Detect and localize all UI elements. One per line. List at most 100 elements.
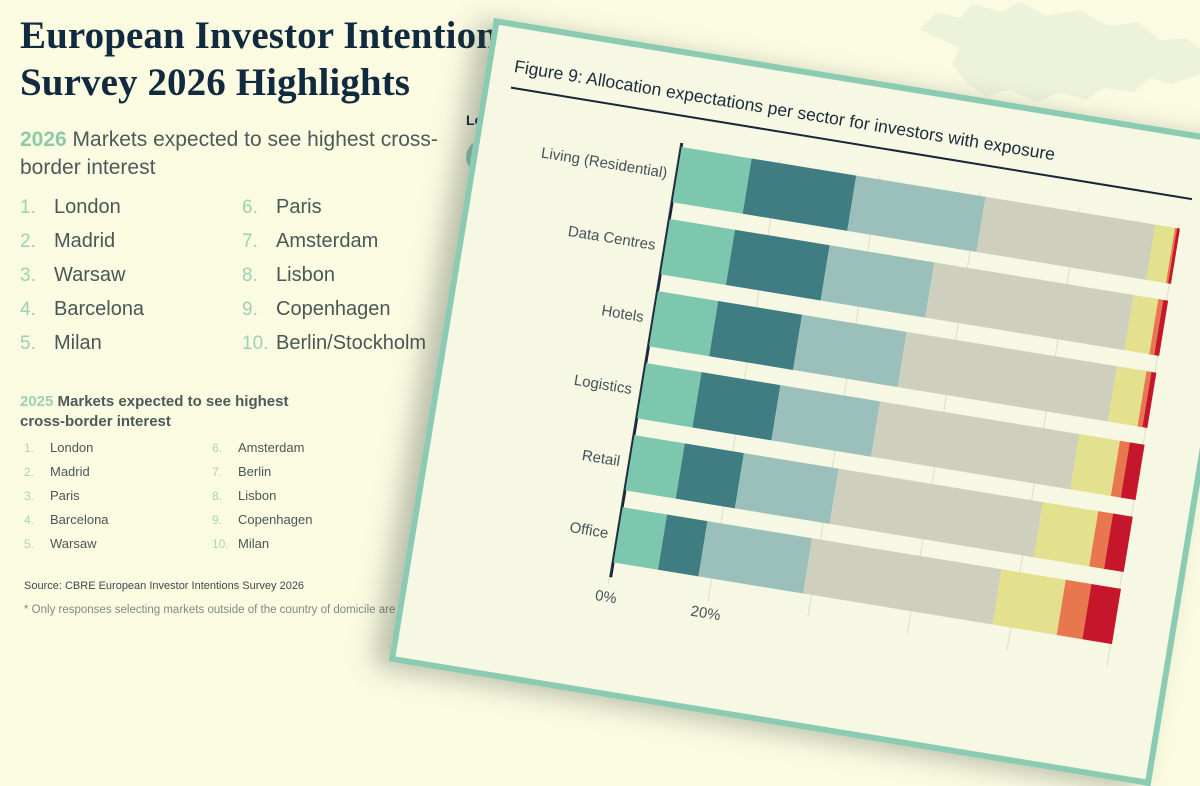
x-tick-label: 0% <box>593 587 618 608</box>
bar-segment <box>829 468 1044 558</box>
rank-city: Madrid <box>54 230 116 252</box>
rank-number: 6. <box>242 197 258 218</box>
bar-category-label: Retail <box>580 446 622 470</box>
rank-number: 8. <box>242 265 258 286</box>
bar-segment <box>820 245 934 318</box>
bar-segment <box>771 385 881 457</box>
rank-city: Berlin <box>238 464 272 479</box>
bar-category-label: Logistics <box>572 371 634 398</box>
rank-city: Lisbon <box>276 264 335 286</box>
rank-number: 5. <box>24 537 35 551</box>
list-item: 2. Madrid <box>20 230 238 264</box>
page-title: European Investor Intentions Survey 2026… <box>20 14 514 104</box>
list-item: 4. Barcelona <box>20 298 238 332</box>
bar-segment <box>648 291 718 357</box>
ranking-list-2026: 1. London 6. Paris 2. Madrid 7. Amsterdam 3.… <box>20 196 460 366</box>
rank-city: Madrid <box>50 464 90 479</box>
bar-segment <box>672 147 752 214</box>
bar-segment <box>898 331 1117 422</box>
rank-number: 5. <box>20 333 36 354</box>
ranking-list-2025: 1. London 6. Amsterdam 2. Madrid 7. Berlin 3… <box>24 440 394 560</box>
rank-city: Paris <box>50 488 80 503</box>
rank-city: Warsaw <box>54 264 126 286</box>
rank-city: Berlin/Stockholm <box>276 332 427 354</box>
chart-card: Figure 9: Allocation expectations per se… <box>388 18 1200 786</box>
rank-number: 3. <box>20 265 36 286</box>
rank-number: 2. <box>24 465 35 479</box>
list-item: 10. Berlin/Stockholm <box>242 332 460 366</box>
list-item: 7. Berlin <box>212 464 394 488</box>
bar-segment <box>871 401 1080 490</box>
x-tick-label: 20% <box>689 602 722 625</box>
rank-number: 9. <box>212 513 223 527</box>
bar-category-label: Data Centres <box>566 222 657 254</box>
rank-number: 3. <box>24 489 35 503</box>
rank-number: 6. <box>212 441 223 455</box>
rank-city: Copenhagen <box>276 298 391 320</box>
list-item: 6. Amsterdam <box>212 440 394 464</box>
bar-segment <box>742 158 857 231</box>
bar-segment <box>698 521 812 594</box>
rank-city: Lisbon <box>238 488 277 503</box>
lede-2025: 2025 Markets expected to see highest cro… <box>20 392 320 432</box>
rank-city: London <box>50 440 94 455</box>
lede-2025-year: 2025 <box>20 393 54 410</box>
list-item: 7. Amsterdam <box>242 230 460 264</box>
bar-segment <box>793 314 908 388</box>
bar-segment <box>625 435 685 499</box>
bar-segment <box>675 443 745 509</box>
rank-number: 8. <box>212 489 223 503</box>
source-text: Source: CBRE European Investor Intention… <box>24 580 305 592</box>
list-item: 10. Milan <box>212 536 394 560</box>
lede-2026-year: 2026 <box>20 128 67 151</box>
list-item: 5. Milan <box>20 332 238 366</box>
list-item: 6. Paris <box>242 196 460 230</box>
bar-segment <box>725 229 830 301</box>
list-item: 1. London <box>20 196 238 230</box>
bar-category-label: Office <box>568 518 610 542</box>
bar-segment <box>691 372 781 441</box>
bar-segment <box>637 363 702 428</box>
bar-segment <box>660 219 735 285</box>
list-item: 3. Warsaw <box>20 264 238 298</box>
rank-number: 10. <box>212 537 229 551</box>
list-item: 8. Lisbon <box>242 264 460 298</box>
bar-segment <box>708 300 803 371</box>
lede-2026: 2026 Markets expected to see highest cro… <box>20 126 440 182</box>
bar-segment <box>802 538 1002 625</box>
rank-number: 1. <box>24 441 35 455</box>
rank-city: Barcelona <box>50 512 109 527</box>
list-item: 9. Copenhagen <box>242 298 460 332</box>
stacked-bar-chart: Living (Residential) Data Centres Hotels Lo… <box>431 114 1198 691</box>
lede-2025-text: Markets expected to see highest cross-bo… <box>20 393 289 430</box>
rank-number: 7. <box>242 231 258 252</box>
rank-number: 10. <box>242 333 269 354</box>
list-item: 3. Paris <box>24 488 206 512</box>
list-item: 1. London <box>24 440 206 464</box>
rank-number: 4. <box>20 299 36 320</box>
rank-city: Barcelona <box>54 298 145 320</box>
rank-number: 7. <box>212 465 223 479</box>
list-item: 5. Warsaw <box>24 536 206 560</box>
rank-number: 4. <box>24 513 35 527</box>
rank-city: Paris <box>276 196 322 218</box>
rank-number: 2. <box>20 231 36 252</box>
list-item: 4. Barcelona <box>24 512 206 536</box>
rank-city: Amsterdam <box>238 440 305 455</box>
footnote-text: * Only responses selecting markets outsi… <box>24 604 433 616</box>
lede-2026-text: Markets expected to see highest cross-bo… <box>20 128 438 179</box>
rank-city: Amsterdam <box>276 230 379 252</box>
rank-city: Milan <box>54 332 102 354</box>
bar-segment <box>992 569 1067 636</box>
bar-category-label: Hotels <box>600 301 646 326</box>
bar-segment <box>1034 502 1098 567</box>
list-item: 9. Copenhagen <box>212 512 394 536</box>
list-item: 2. Madrid <box>24 464 206 488</box>
rank-number: 9. <box>242 299 258 320</box>
bar-category-label: Living (Residential) <box>539 144 669 182</box>
rank-city: Milan <box>238 536 270 551</box>
rank-city: London <box>54 196 121 218</box>
bar-segment <box>846 175 986 253</box>
bar-segment <box>976 196 1156 280</box>
rank-number: 1. <box>20 197 36 218</box>
